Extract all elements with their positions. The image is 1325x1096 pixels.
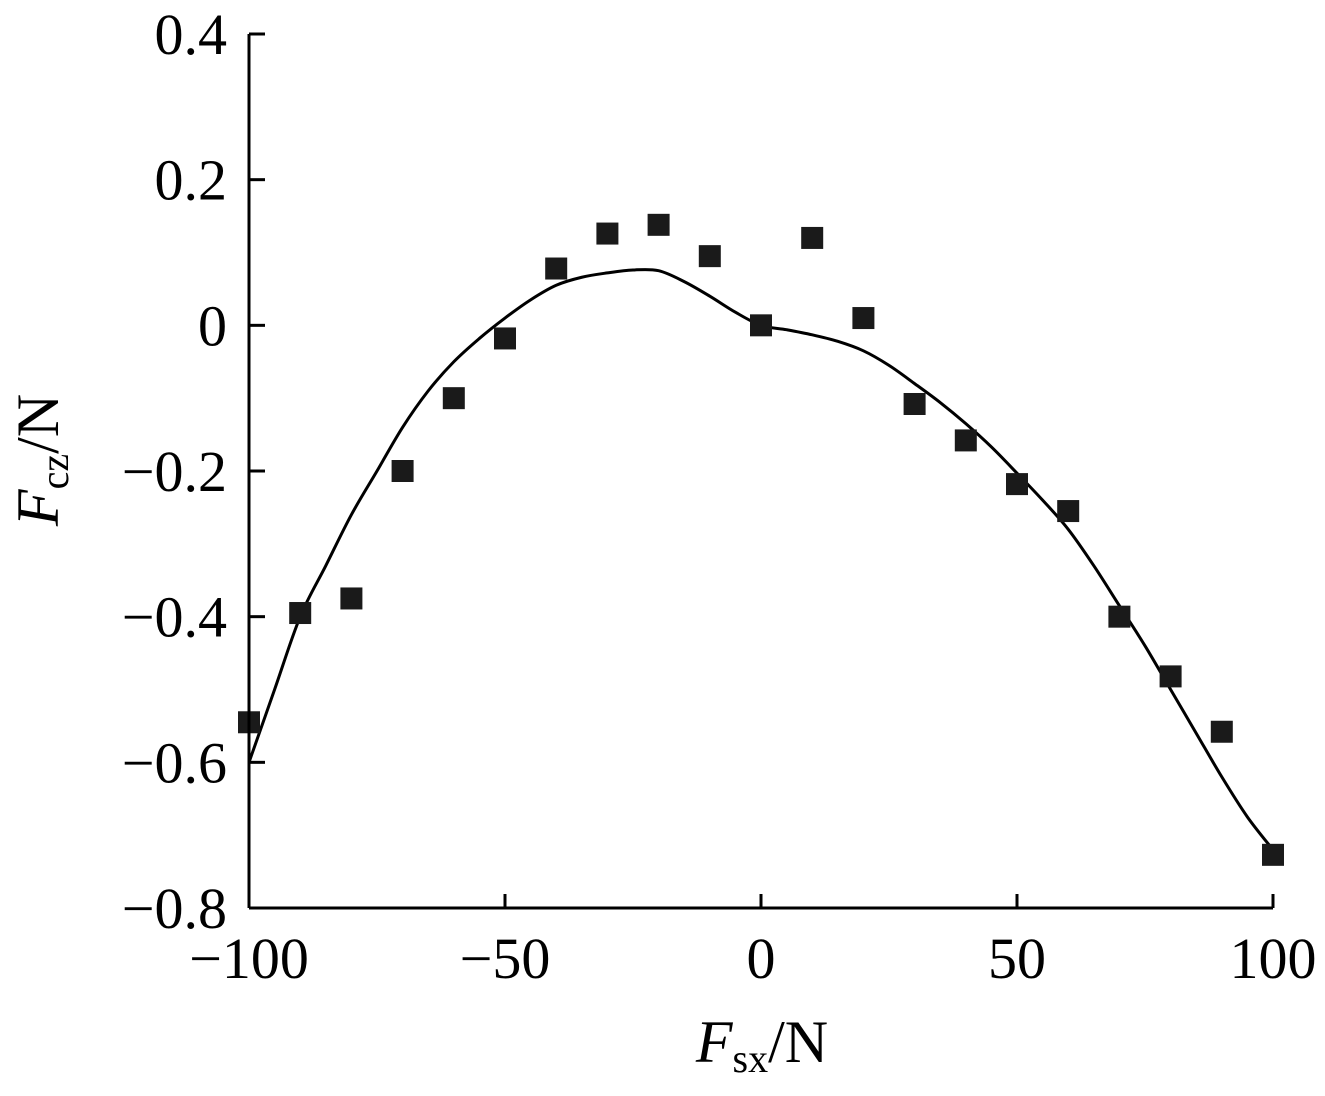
y-tick-label: −0.4 xyxy=(122,585,227,650)
data-point xyxy=(698,245,721,268)
data-point xyxy=(545,257,568,280)
x-axis-symbol: F xyxy=(695,1009,734,1075)
data-point xyxy=(494,327,516,350)
x-tick-label: 0 xyxy=(747,926,776,991)
x-tick-label: −100 xyxy=(189,926,309,991)
y-ticks: 0.4 0.2 0 −0.2 −0.4 −0.6 −0.8 xyxy=(122,2,265,941)
data-point xyxy=(1006,473,1028,496)
x-tick-label: 100 xyxy=(1230,926,1317,991)
data-point xyxy=(954,429,977,452)
y-tick-label: −0.2 xyxy=(122,439,227,504)
y-tick-label: −0.8 xyxy=(122,876,227,941)
data-point xyxy=(852,307,875,330)
data-points-layer xyxy=(238,213,1284,866)
data-point xyxy=(647,213,670,236)
y-axis-subscript: cz xyxy=(32,454,77,490)
x-axis-unit: /N xyxy=(768,1009,828,1075)
data-point xyxy=(1057,500,1080,523)
data-point xyxy=(289,602,312,625)
y-axis-title: Fcz/N xyxy=(5,394,77,527)
fit-curve-layer xyxy=(247,267,1275,851)
x-tick-label: −50 xyxy=(460,926,551,991)
y-axis-unit: /N xyxy=(5,394,71,454)
data-point xyxy=(801,226,824,249)
x-axis-subscript: sx xyxy=(733,1036,769,1081)
data-point xyxy=(1262,843,1284,866)
data-point xyxy=(750,314,772,337)
fit-curve xyxy=(247,267,1275,851)
y-tick-label: 0.2 xyxy=(155,148,228,213)
data-point xyxy=(1210,720,1233,743)
y-tick-label: 0.4 xyxy=(155,2,228,67)
x-axis-title: Fsx/N xyxy=(695,1009,828,1081)
data-point xyxy=(903,392,926,415)
data-point xyxy=(1108,605,1131,628)
y-tick-label: −0.6 xyxy=(122,730,227,795)
x-tick-label: 50 xyxy=(988,926,1046,991)
y-tick-label: 0 xyxy=(198,293,227,358)
y-axis-symbol: F xyxy=(5,488,71,527)
data-point xyxy=(1159,665,1182,688)
data-point xyxy=(391,460,414,482)
x-ticks: −100 −50 0 50 100 xyxy=(189,894,1317,991)
data-point xyxy=(596,222,619,245)
data-point xyxy=(340,587,363,610)
data-point xyxy=(442,387,465,410)
